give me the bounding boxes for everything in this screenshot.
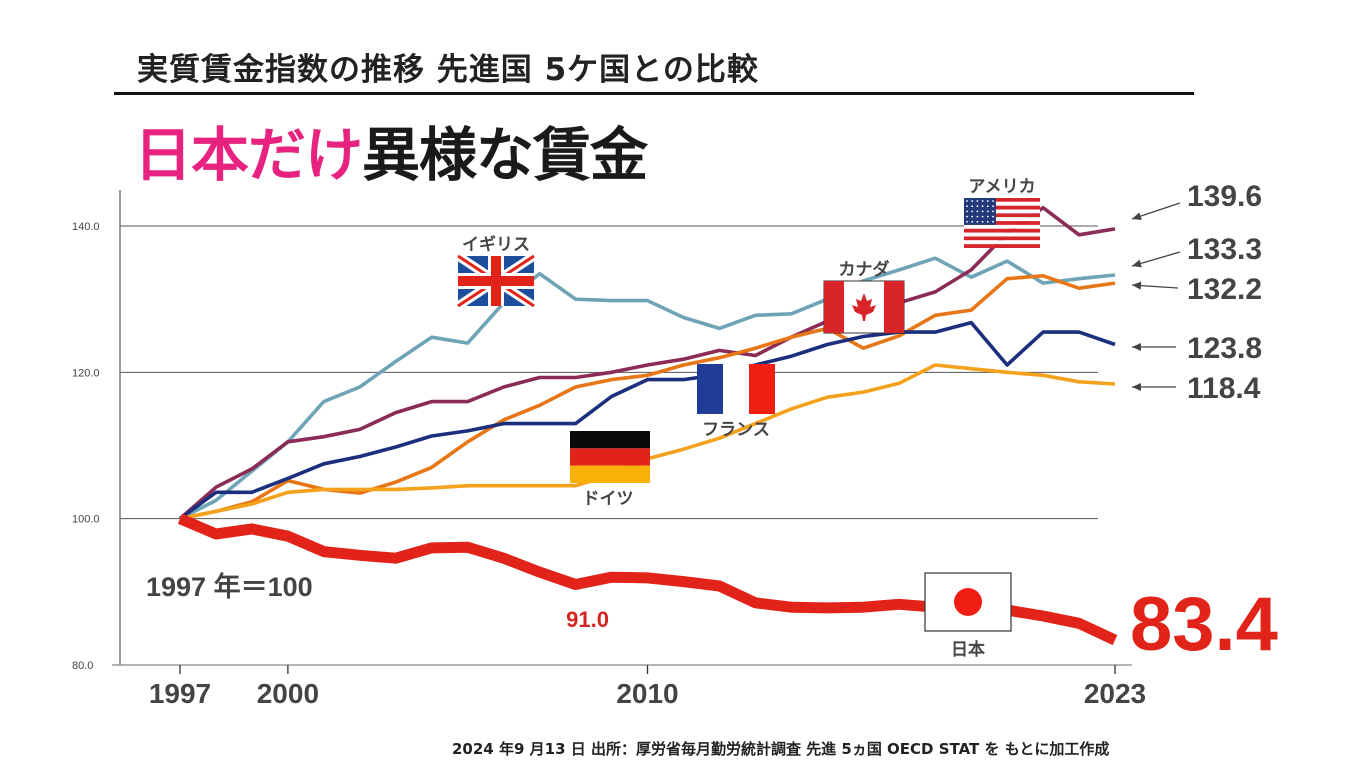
country-label-de: ドイツ [583, 489, 634, 509]
y-tick-label: 140.0 [72, 221, 100, 233]
y-tick-labels: 80.0 100.0 120.0 140.0 [72, 221, 100, 672]
headline-rest: 異様な賃金 [362, 121, 648, 189]
arrowhead-icon [1132, 343, 1141, 351]
axes [112, 190, 1132, 666]
series-line-fr [178, 320, 1116, 521]
y-tick-label: 80.0 [72, 660, 93, 672]
country-label-uk: イギリス [462, 235, 530, 255]
arrowhead-icon [1132, 383, 1141, 391]
germany-flag [570, 431, 650, 483]
end-label-jp: 83.4 [1130, 582, 1278, 667]
x-tick-label: 2000 [257, 678, 319, 709]
japan-flag [924, 572, 1012, 632]
country-label-fr: フランス [702, 420, 770, 440]
country-label-jp: 日本 [951, 639, 985, 660]
chart-subtitle: 実質賃金指数の推移 先進国 5ケ国との比較 [137, 52, 759, 88]
x-tick-label: 2023 [1084, 678, 1146, 709]
title-divider [114, 92, 1194, 95]
arrowhead-icon [1132, 259, 1142, 268]
end-label-fr: 123.8 [1187, 332, 1262, 365]
end-label-uk: 133.3 [1187, 233, 1262, 266]
end-label-us: 139.6 [1187, 180, 1262, 213]
country-label-us: アメリカ [968, 177, 1035, 197]
series-line-uk [179, 256, 1116, 521]
uk-flag [455, 252, 537, 310]
y-tick-label: 100.0 [72, 514, 100, 526]
y-tick-label: 120.0 [72, 367, 100, 379]
country-label-ca: カナダ [839, 259, 890, 280]
base-year-note: 1997 年＝100 [146, 571, 313, 602]
headline: 日本だけ異様な賃金 [134, 108, 648, 192]
arrowhead-icon [1132, 212, 1142, 220]
x-tick-label: 1997 [149, 678, 211, 709]
series-line-us [178, 205, 1116, 521]
source-footnote: 2024 年9 月13 日 出所：厚労省毎月勤労統計調査 先進 5ヵ国 OECD… [452, 740, 1110, 758]
end-labels: 139.6 133.3 132.2 123.8 118.4 83.4 [1130, 180, 1278, 667]
france-flag [697, 364, 775, 414]
japan-min-annotation: 91.0 [566, 607, 609, 632]
headline-highlight: 日本だけ [134, 121, 363, 189]
canada-flag [823, 280, 905, 334]
x-tick-labels: 1997 2000 2010 2023 [149, 665, 1146, 709]
end-label-de: 118.4 [1187, 372, 1261, 405]
arrowhead-icon [1132, 281, 1142, 290]
us-flag [964, 198, 1040, 248]
end-label-ca: 132.2 [1187, 273, 1262, 306]
x-tick-label: 2010 [616, 678, 678, 709]
